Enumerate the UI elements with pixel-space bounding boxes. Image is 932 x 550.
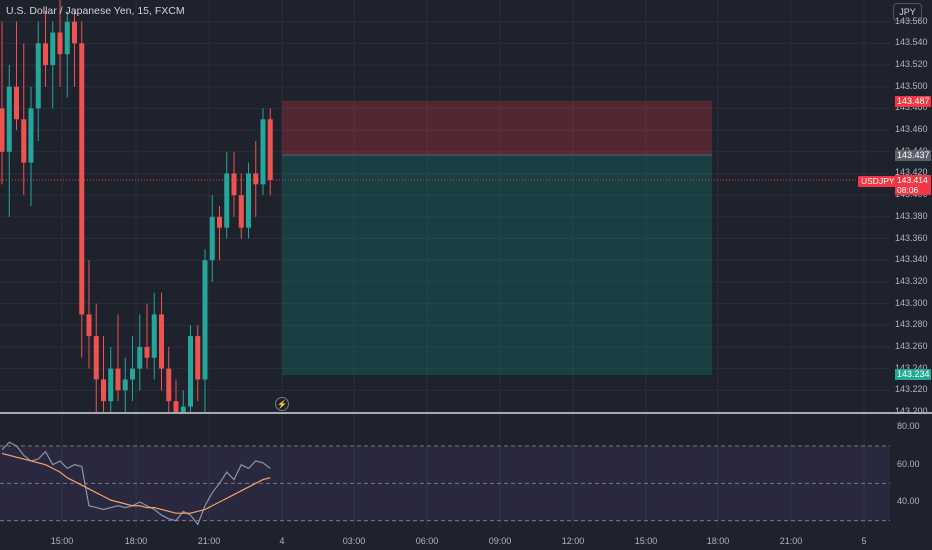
time-axis-label: 18:00 [706,536,730,546]
candle-body [43,43,48,66]
price-axis-label: 143.200 [895,406,928,416]
price-axis-label: 143.560 [895,15,928,26]
rsi-ma-line [1,452,271,514]
time-axis-label: 5 [861,536,867,546]
candle-body [64,21,70,55]
entry-price-tag: 143.437 [895,150,931,161]
candle-body [21,119,27,163]
time-axis-label: 03:00 [342,536,366,546]
candle-body [188,336,193,407]
take-profit-zone [282,155,712,376]
price-axis-label: 143.240 [895,362,928,373]
current-price: 143.414 [897,175,928,185]
time-axis-label: 06:00 [415,536,439,546]
candle-body [79,43,85,315]
price-axis-label: 143.380 [895,210,928,221]
time-axis-label: 15:00 [634,536,658,546]
price-axis-label: 143.340 [895,254,928,265]
candle-body [209,216,215,261]
time-axis-label: 21:00 [197,536,221,546]
candle-body [130,368,135,380]
stop-price-tag: 143.487 [895,96,931,107]
candle-body [93,336,99,380]
candle-body [28,108,34,163]
price-axis-label: 143.320 [895,275,928,286]
candle-body [151,314,157,358]
time-axis-label: 12:00 [561,536,585,546]
candle-body [86,314,92,337]
candle-body [224,173,230,228]
candle-body [50,32,56,66]
candle-body [202,260,208,380]
candle-body [6,86,12,152]
price-axis-label: 143.260 [895,340,928,351]
price-axis-label: 143.480 [895,102,928,113]
time-axis-label: 09:00 [488,536,512,546]
stop-loss-zone [282,100,712,156]
price-axis-label: 143.520 [895,59,928,70]
candle-body [14,86,19,120]
lightning-icon[interactable]: ⚡ [275,397,289,411]
candle-body [122,379,128,391]
candle-body [180,406,186,412]
rsi-axis-label: 80.00 [897,421,920,432]
price-axis-label: 143.460 [895,124,928,135]
price-axis-label: 143.220 [895,384,928,395]
candle-body [115,368,121,391]
candle-body [253,173,259,185]
candle-body [260,119,266,185]
currency-button[interactable]: JPY [893,3,922,21]
symbol-tag: USDJPY [858,176,898,187]
bar-countdown: 08:06 [897,185,919,195]
time-axis-label: 18:00 [124,536,148,546]
candle-body [231,173,237,196]
time-axis-label: 21:00 [779,536,803,546]
rsi-axis-label: 60.00 [897,458,920,469]
candle-body [101,379,106,402]
candle-body [35,43,41,109]
candle-body [108,368,114,402]
candle-body [0,108,5,152]
price-axis-label: 143.500 [895,80,928,91]
candle-body [267,119,273,180]
candle-body [246,173,251,228]
candle-body [57,32,63,55]
candle-body [166,368,172,402]
time-axis-label: 15:00 [50,536,74,546]
candle-body [238,195,244,228]
rsi-line [1,441,271,526]
candle-body [137,346,143,369]
price-axis-label: 143.420 [895,167,928,178]
chart-title: U.S. Dollar / Japanese Yen, 15, FXCM [6,5,185,17]
price-axis-label: 143.300 [895,297,928,308]
candle-body [72,21,77,44]
price-axis-label: 143.360 [895,232,928,243]
current-price-tag: 143.414 08:06 [895,175,931,195]
candle-body [144,346,150,358]
candle-body [159,314,164,369]
target-price-tag: 143.234 [895,369,931,380]
price-axis-label: 143.540 [895,37,928,48]
candle-body [195,336,201,380]
candle-body [173,401,179,412]
price-axis-label: 143.280 [895,319,928,330]
time-axis-label: 4 [279,536,285,546]
candle-body [217,216,222,228]
rsi-axis-label: 40.00 [897,496,920,506]
